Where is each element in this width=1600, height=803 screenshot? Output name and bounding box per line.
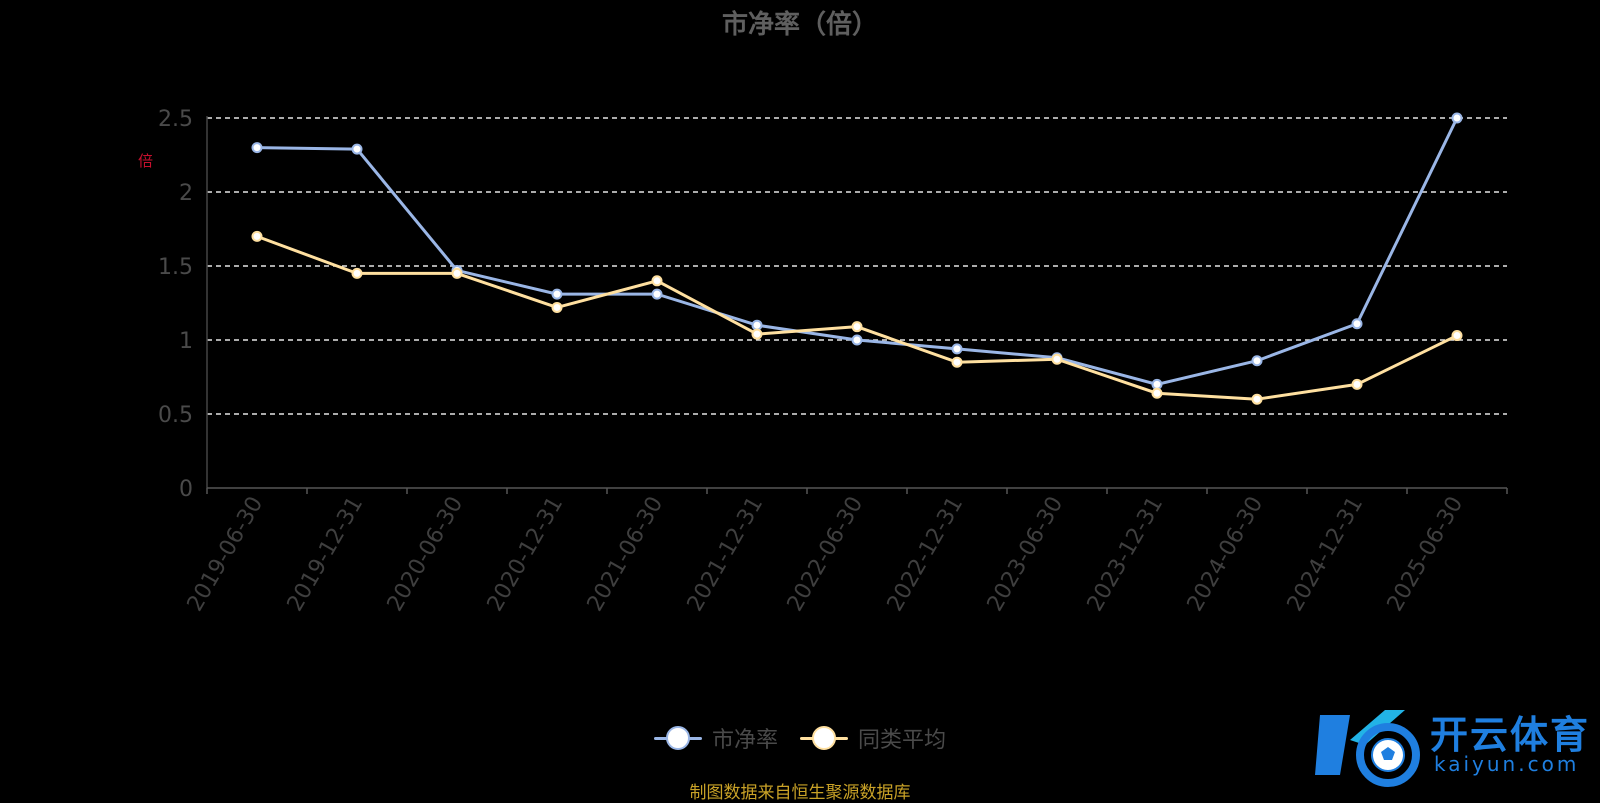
x-tick-label: 2024-12-31 (1283, 493, 1369, 616)
data-point (751, 328, 763, 340)
data-point (1251, 355, 1263, 367)
x-tick-label: 2023-12-31 (1083, 493, 1169, 616)
x-tick-label: 2022-12-31 (883, 493, 969, 616)
data-point (1451, 330, 1463, 342)
watermark-logo: 开云体育 kaiyun.com (1310, 700, 1600, 790)
watermark-brand: 开云体育 (1430, 713, 1591, 757)
y-axis-unit: 倍 (138, 152, 154, 170)
data-point (1051, 353, 1063, 365)
data-point (551, 288, 563, 300)
data-point (351, 267, 363, 279)
x-tick-label: 2020-12-31 (483, 493, 569, 616)
chart-title: 市净率（倍） (721, 10, 878, 40)
y-tick-label: 0.5 (158, 403, 193, 428)
legend-marker-icon (653, 725, 702, 751)
data-point (751, 319, 763, 331)
data-point (851, 321, 863, 333)
watermark-domain: kaiyun.com (1434, 752, 1580, 776)
data-point (1151, 378, 1163, 390)
data-point (851, 334, 863, 346)
legend-item-series-0[interactable]: 市净率 (653, 722, 778, 754)
y-tick-label: 1 (179, 329, 193, 354)
legend-dot (665, 726, 690, 750)
x-tick-label: 2025-06-30 (1383, 493, 1469, 616)
y-tick-label: 2.5 (158, 107, 193, 132)
x-tick-label: 2021-12-31 (683, 493, 769, 616)
data-point (1251, 393, 1263, 405)
legend-dot (812, 726, 836, 750)
x-tick-label: 2023-06-30 (983, 493, 1069, 616)
legend-label: 市净率 (711, 728, 778, 753)
legend: 市净率 同类平均 (0, 718, 1600, 758)
soccer-ball-logo-icon (1315, 710, 1420, 787)
legend-marker-icon (800, 725, 848, 751)
data-point (1351, 378, 1363, 390)
data-point (351, 143, 363, 155)
data-point (951, 356, 963, 368)
data-point (651, 288, 663, 300)
data-point (251, 142, 263, 154)
y-tick-label: 1.5 (158, 255, 193, 280)
x-tick-label: 2020-06-30 (383, 493, 469, 616)
x-tick-label: 2024-06-30 (1183, 493, 1269, 616)
series-line-1 (256, 234, 1458, 401)
x-tick-label: 2019-06-30 (183, 493, 269, 616)
data-point (251, 230, 263, 242)
data-point (1351, 318, 1363, 330)
data-point (951, 343, 963, 355)
legend-item-series-1[interactable]: 同类平均 (800, 722, 946, 754)
data-point (1151, 387, 1163, 399)
y-tick-label: 0 (179, 477, 193, 502)
source-note: 制图数据来自恒生聚源数据库 (689, 783, 911, 803)
data-point (451, 267, 463, 279)
x-tick-label: 2021-06-30 (583, 493, 669, 616)
legend-label: 同类平均 (858, 728, 947, 753)
x-tick-label: 2019-12-31 (283, 493, 369, 616)
data-point (551, 301, 563, 313)
data-point (1451, 112, 1463, 124)
x-tick-label: 2022-06-30 (783, 493, 869, 616)
data-point (651, 275, 663, 287)
y-tick-label: 2 (179, 181, 193, 206)
